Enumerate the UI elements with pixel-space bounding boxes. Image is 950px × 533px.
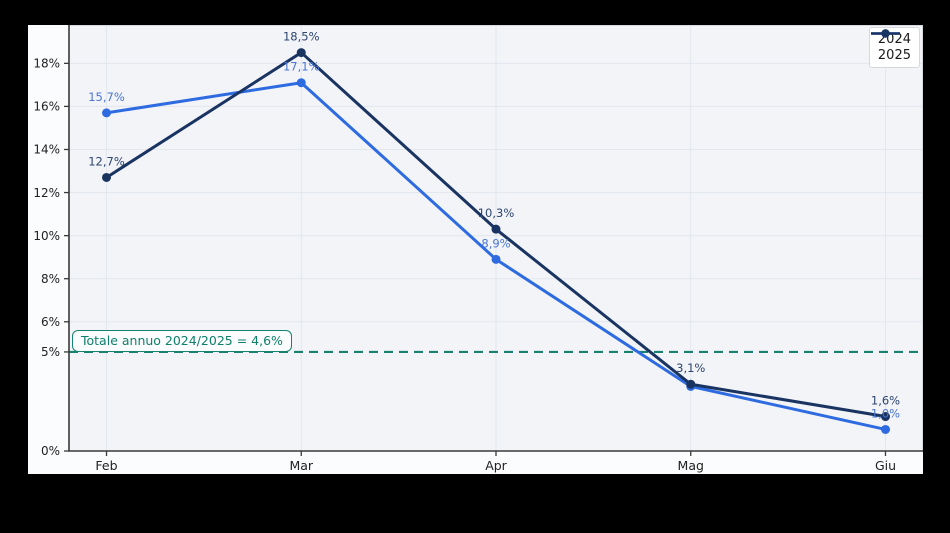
y-tick-label: 8% xyxy=(41,272,60,286)
data-point-2025-Giu xyxy=(881,412,890,422)
point-label-2025-Mar: 18,5% xyxy=(283,30,320,44)
data-point-2024-Mar xyxy=(296,78,306,88)
x-tick-label: Mar xyxy=(289,458,313,473)
y-tick-label: 10% xyxy=(33,229,60,243)
y-tick-label: 16% xyxy=(33,100,60,114)
data-point-2025-Apr xyxy=(491,224,501,234)
point-label-2025-Mag: 3,1% xyxy=(676,361,705,375)
legend: 2024 2025 xyxy=(868,27,920,68)
y-tick-label: 5% xyxy=(41,345,60,359)
data-point-2024-Giu xyxy=(881,424,890,434)
data-point-2025-Mar xyxy=(296,48,306,58)
legend-line-marker-2025 xyxy=(870,29,900,38)
chart-figure: 15,7% 17,1% 8,9% 1,0% 12,7% 18,5% 10,3% 3,1% 1,6… xyxy=(28,25,923,474)
point-label-2025-Giu: 1,6% xyxy=(871,394,900,408)
y-tick-label: 18% xyxy=(33,57,60,71)
y-tick-label: 12% xyxy=(33,186,60,200)
point-label-2025-Feb: 12,7% xyxy=(88,154,125,168)
x-tick-label: Giu xyxy=(875,458,896,473)
data-point-2024-Feb xyxy=(102,108,111,118)
point-label-2024-Apr: 8,9% xyxy=(481,236,510,250)
line-chart: 15,7% 17,1% 8,9% 1,0% 12,7% 18,5% 10,3% 3,1% 1,6… xyxy=(33,25,923,473)
data-point-2025-Mag xyxy=(686,379,696,389)
point-label-2025-Apr: 10,3% xyxy=(478,206,515,220)
point-label-2024-Feb: 15,7% xyxy=(88,90,125,104)
legend-label-2025: 2025 xyxy=(877,48,911,63)
x-tick-label: Apr xyxy=(485,458,507,473)
data-point-2024-Apr xyxy=(491,254,501,264)
threshold-annotation: Totale annuo 2024/2025 = 4,6% xyxy=(72,330,292,352)
data-point-2025-Feb xyxy=(102,172,111,182)
point-label-2024-Giu: 1,0% xyxy=(871,406,900,420)
y-tick-label: 6% xyxy=(41,315,60,329)
y-tick-label: 0% xyxy=(41,444,60,458)
point-label-2024-Mar: 17,1% xyxy=(283,60,320,74)
x-tick-label: Mag xyxy=(678,458,704,473)
legend-item-2025: 2025 xyxy=(870,29,911,63)
x-tick-label: Feb xyxy=(95,458,117,473)
y-tick-label: 14% xyxy=(33,143,60,157)
